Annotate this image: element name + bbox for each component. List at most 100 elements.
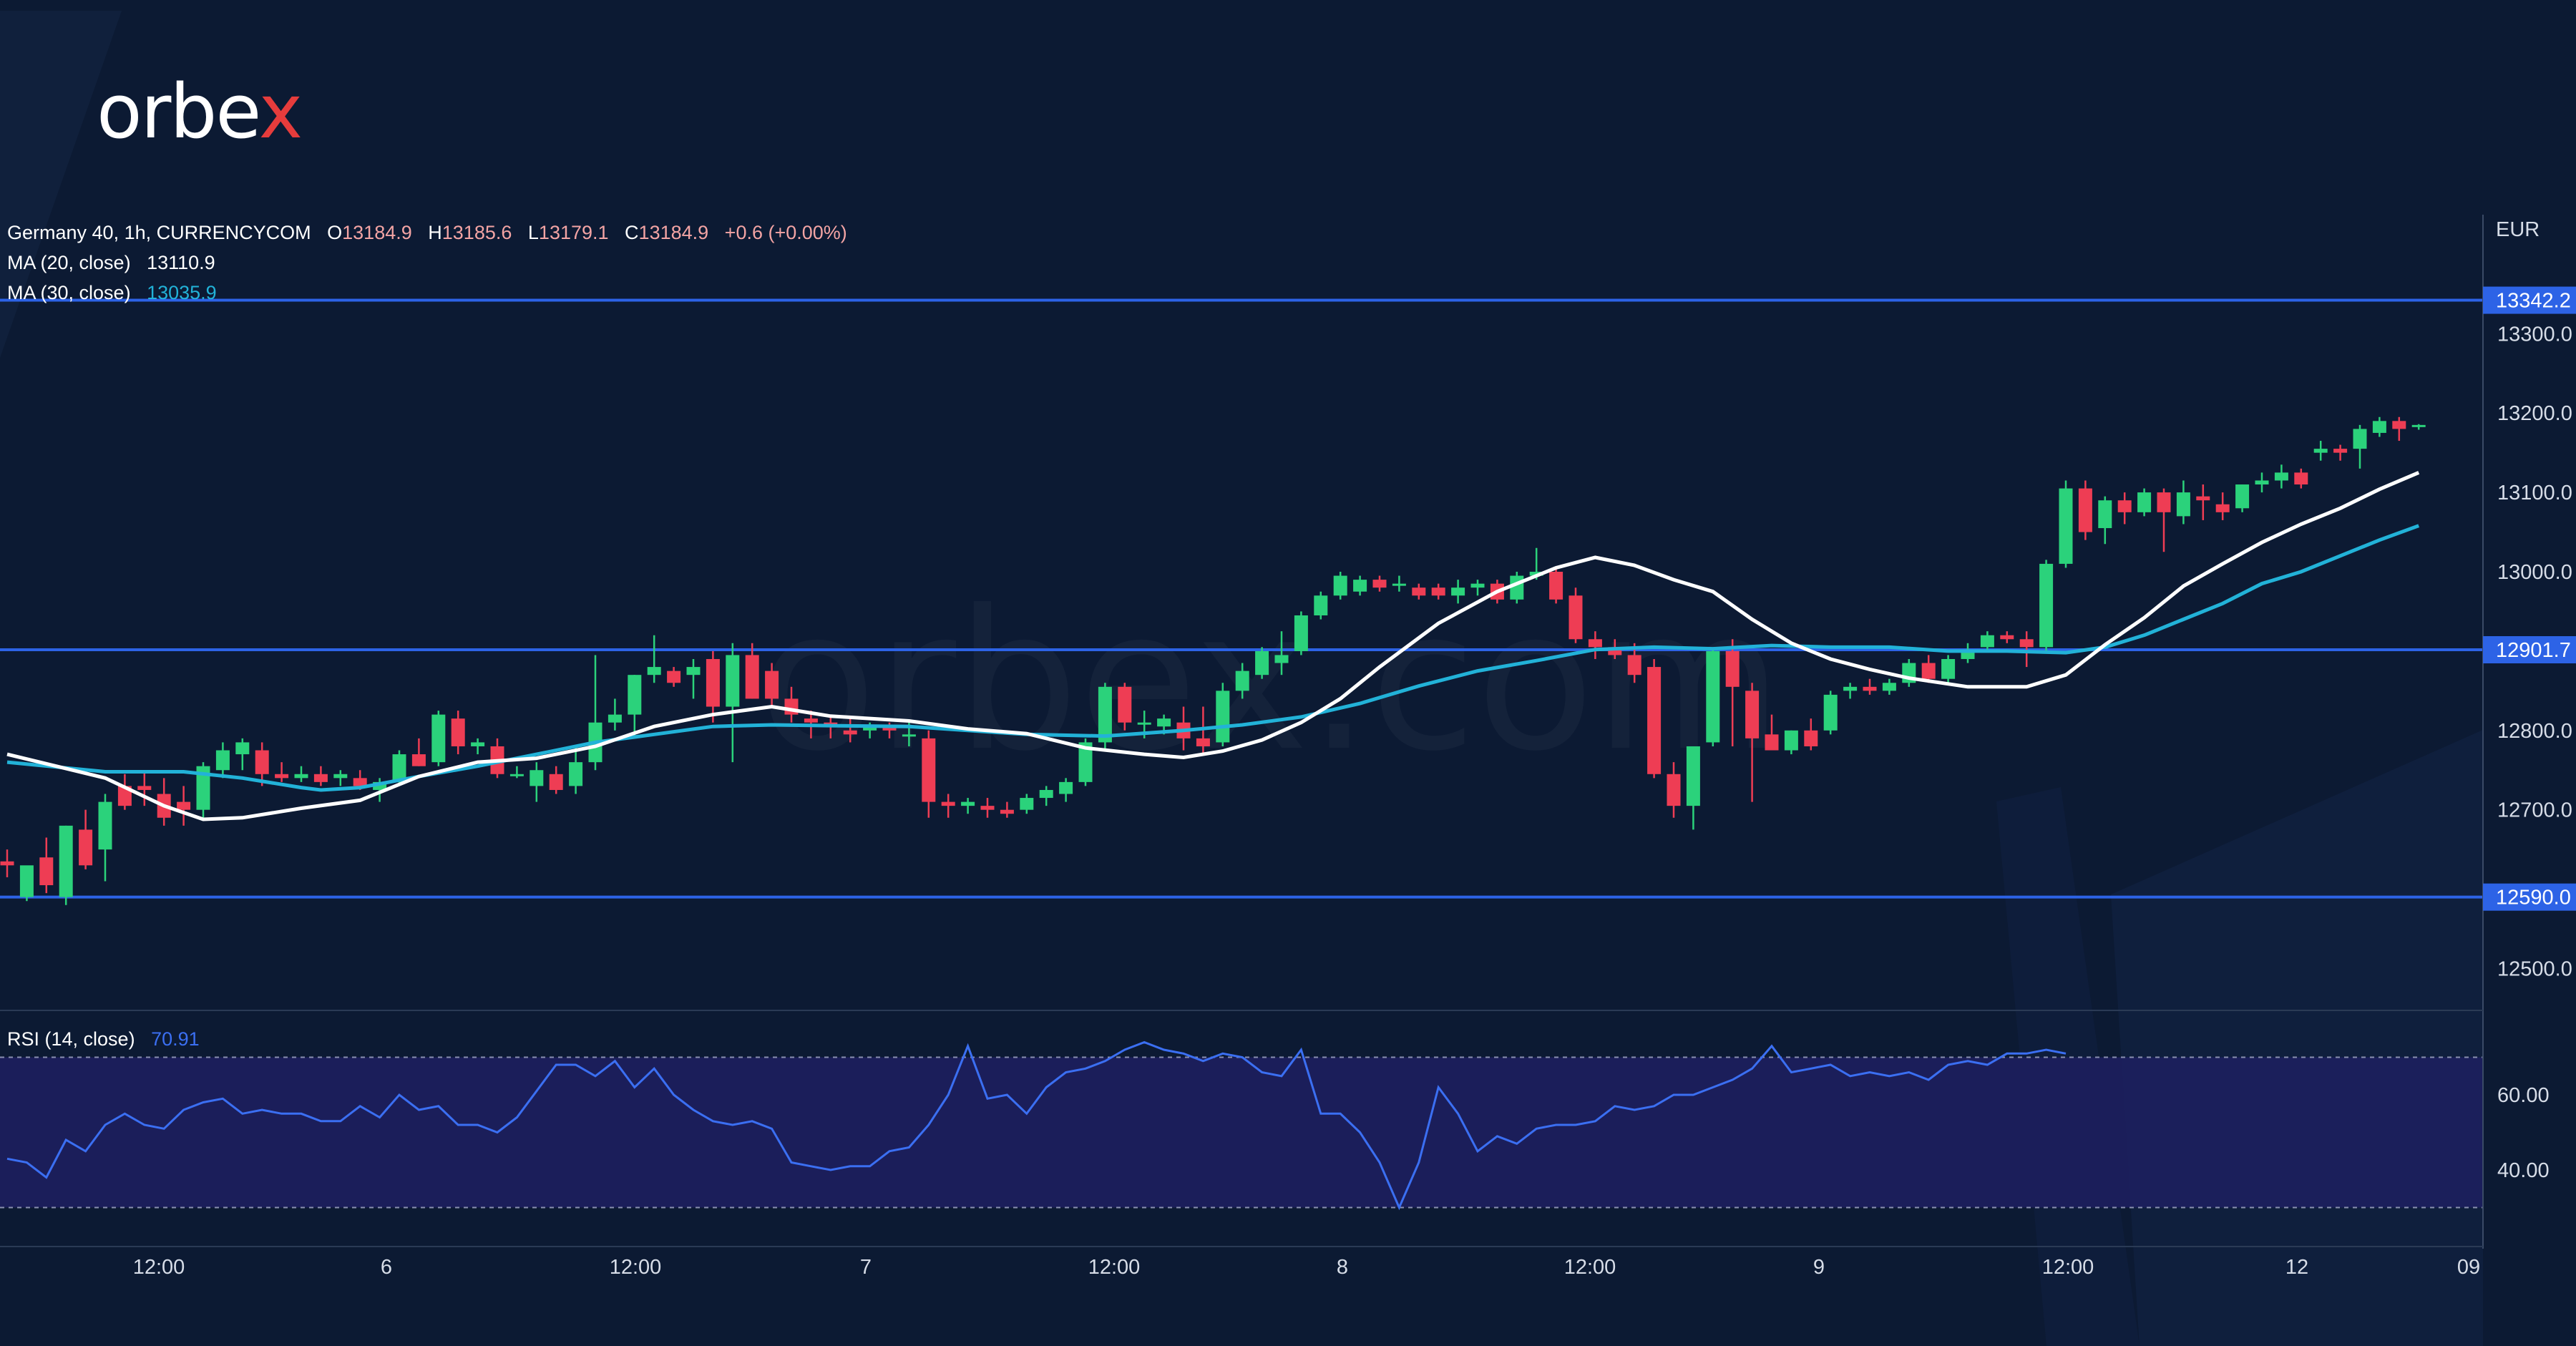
rsi-label: RSI (14, close) — [7, 1028, 135, 1050]
candle-body — [196, 766, 210, 810]
candle — [1549, 567, 1563, 604]
candle — [647, 635, 661, 683]
open-value: 13184.9 — [342, 222, 412, 243]
candle-body — [1294, 615, 1308, 651]
candle — [1980, 631, 1994, 651]
candle — [1470, 580, 1485, 596]
candle — [1667, 762, 1681, 818]
candle-body — [647, 667, 661, 676]
candle-body — [1627, 655, 1641, 676]
candle-body — [1314, 595, 1328, 615]
candle-body — [2235, 484, 2250, 509]
candle — [686, 658, 701, 699]
ma20-value: 13110.9 — [147, 252, 215, 273]
price-unit: EUR — [2496, 218, 2540, 241]
price-tick-label: 12800.0 — [2497, 720, 2572, 743]
candle — [608, 698, 622, 731]
price-axis: 12500.012700.012800.012900.013000.013100… — [0, 215, 2576, 1249]
close-value: 13184.9 — [638, 222, 709, 243]
candle — [2235, 484, 2250, 512]
candle — [1353, 575, 1367, 596]
candle — [2411, 424, 2426, 430]
candle-body — [1667, 774, 1681, 806]
candle — [2019, 631, 2034, 668]
candle-body — [2039, 563, 2054, 648]
candle-body — [19, 865, 34, 897]
candle — [1725, 639, 1740, 746]
candle-body — [1686, 746, 1700, 806]
candle-body — [1843, 686, 1858, 691]
candle-body — [275, 774, 289, 779]
candle — [2392, 416, 2406, 442]
candle-body — [2353, 429, 2367, 449]
candle — [1706, 647, 1720, 746]
candle-body — [215, 750, 230, 771]
rsi-tick-label: 40.00 — [2497, 1159, 2550, 1182]
candle-body — [1451, 587, 1465, 596]
candle — [1000, 801, 1014, 818]
candle-body — [1020, 798, 1034, 810]
candle — [2372, 416, 2386, 437]
candle-body — [1431, 587, 1445, 596]
candle — [588, 655, 602, 771]
price-tick-label: 13000.0 — [2497, 561, 2572, 584]
candle-body — [2333, 449, 2348, 453]
candle — [2098, 496, 2112, 545]
candle — [2255, 472, 2269, 493]
candle — [1314, 591, 1328, 620]
time-tick-label: 7 — [860, 1256, 872, 1279]
candle — [98, 794, 112, 882]
time-axis: 12:00 6 12:00 7 12:00 8 12:00 9 12:00 12 09 — [133, 1256, 2480, 1279]
candle-body — [863, 726, 877, 731]
candle — [1568, 587, 1583, 643]
candle — [2039, 560, 2054, 651]
ma20-legend: MA (20, close) 13110.9 — [7, 252, 215, 274]
time-tick-label: 9 — [1813, 1256, 1825, 1279]
candle-body — [373, 781, 387, 790]
candle-body — [294, 774, 308, 779]
candle-body — [902, 734, 916, 737]
candle-body — [2019, 639, 2034, 648]
candle-body — [2215, 504, 2230, 512]
low-value: 13179.1 — [538, 222, 609, 243]
candle — [2157, 488, 2171, 552]
candle-body — [2078, 488, 2092, 532]
ma30-legend: MA (30, close) 13035.9 — [7, 282, 217, 304]
level-tag — [2483, 883, 2576, 911]
candle — [117, 774, 132, 810]
candle-body — [1882, 683, 1896, 691]
price-tick-label: 12500.0 — [2497, 957, 2572, 980]
candle — [196, 762, 210, 818]
candle-body — [451, 718, 465, 746]
candle — [1902, 658, 1916, 687]
candle — [1039, 786, 1053, 806]
candle-body — [1784, 730, 1798, 751]
candle-body — [2392, 421, 2406, 429]
candle — [2333, 444, 2348, 461]
candle — [1765, 714, 1779, 751]
candle-body — [1392, 583, 1406, 586]
candle-body — [608, 714, 622, 723]
candle — [549, 766, 563, 794]
candle — [569, 746, 583, 794]
candle-body — [2137, 492, 2152, 512]
candle — [530, 762, 544, 802]
candle — [235, 738, 250, 771]
candle-body — [1255, 650, 1269, 676]
level-tag — [2483, 636, 2576, 664]
candle-body — [569, 762, 583, 786]
candle — [1882, 678, 1896, 695]
candle — [1020, 794, 1034, 814]
ma20-label: MA (20, close) — [7, 252, 131, 273]
price-tick-label: 12700.0 — [2497, 799, 2572, 822]
candle-body — [0, 861, 14, 866]
candle-body — [2372, 421, 2386, 433]
time-tick-label: 12 — [2285, 1256, 2308, 1279]
candle-body — [1549, 572, 1563, 600]
rsi-line — [6, 1040, 2067, 1211]
candle-body — [471, 742, 485, 746]
candle — [1784, 730, 1798, 755]
time-tick-label: 12:00 — [610, 1256, 662, 1279]
level-tag-label: 12590.0 — [2496, 887, 2571, 909]
candle-body — [1745, 691, 1760, 738]
